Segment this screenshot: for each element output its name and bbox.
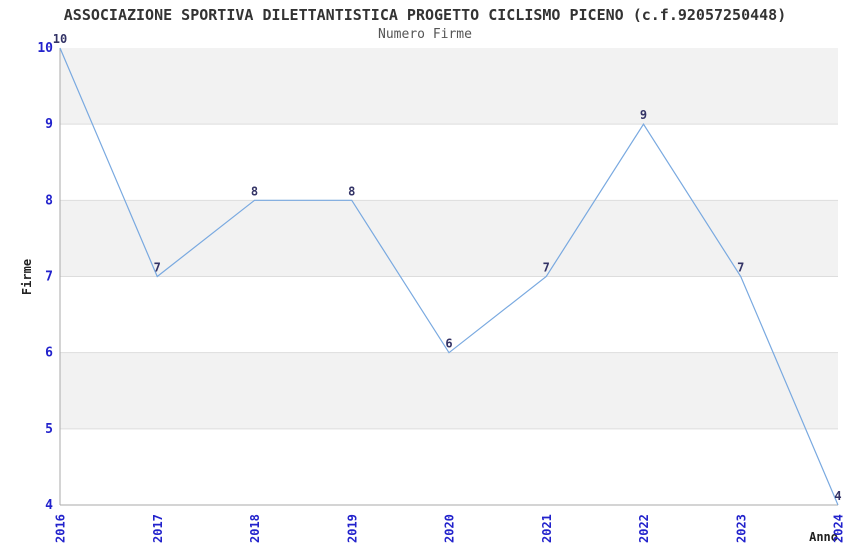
data-label: 4 [834, 489, 841, 503]
data-label: 7 [154, 261, 161, 275]
y-tick-label: 7 [45, 270, 53, 285]
series-line [59, 47, 839, 506]
x-tick-label: 2020 [443, 514, 457, 543]
y-tick-label: 4 [45, 498, 53, 513]
x-tick-label: 2016 [54, 514, 68, 543]
data-label: 7 [543, 261, 550, 275]
plot-bands [60, 48, 838, 429]
data-labels: 10 7 8 8 6 7 9 7 4 [53, 32, 842, 503]
x-tick-label: 2017 [151, 514, 165, 543]
y-tick-label: 6 [45, 346, 53, 361]
x-tick-label: 2022 [637, 514, 651, 543]
x-tick-label: 2019 [345, 514, 359, 543]
x-tick-label: 2023 [734, 514, 748, 543]
x-tick-label: 2018 [248, 514, 262, 543]
data-label: 8 [348, 184, 355, 198]
data-label: 6 [445, 337, 452, 351]
x-tick-label: 2024 [832, 514, 846, 543]
x-axis-label: Anno [809, 530, 838, 544]
chart-title: ASSOCIAZIONE SPORTIVA DILETTANTISTICA PR… [63, 6, 787, 24]
data-label: 8 [251, 184, 258, 198]
data-label: 7 [737, 261, 744, 275]
x-tick-label: 2021 [540, 514, 554, 543]
y-tick-label: 5 [45, 422, 53, 437]
data-label: 9 [640, 108, 647, 122]
y-tick-label: 9 [45, 117, 53, 132]
data-label: 10 [53, 32, 67, 46]
chart-subtitle: Numero Firme [378, 27, 472, 42]
axes [59, 48, 838, 506]
y-tick-labels: 4 5 6 7 8 9 10 [37, 41, 53, 513]
y-tick-label: 10 [37, 41, 53, 56]
y-tick-label: 8 [45, 193, 53, 208]
x-tick-labels: 2016 2017 2018 2019 2020 2021 2022 2023 2024 [54, 514, 846, 543]
